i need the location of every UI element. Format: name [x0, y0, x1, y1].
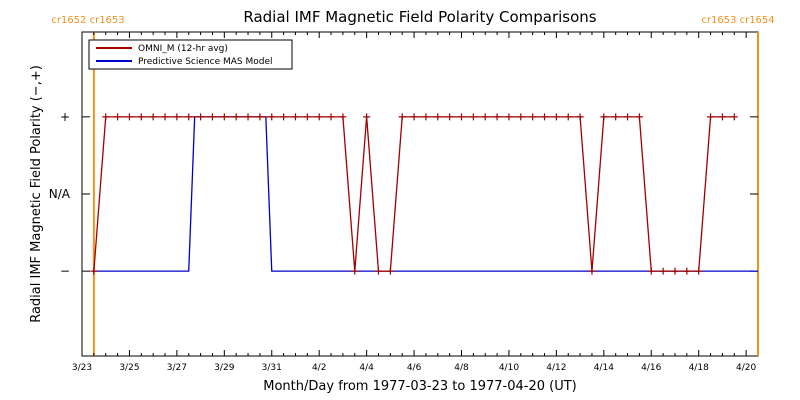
- omni-data-point: [90, 267, 98, 275]
- mas-model-series-line: [93, 116, 758, 272]
- omni-data-point: [683, 267, 691, 275]
- omni-data-point: [588, 267, 596, 275]
- omni-data-point: [469, 113, 477, 121]
- omni-data-point: [327, 113, 335, 121]
- omni-data-point: [695, 267, 703, 275]
- plot-frame: [81, 31, 759, 357]
- y-tick-label: +: [60, 110, 70, 124]
- x-tick-label: 3/25: [119, 363, 139, 373]
- omni-data-point: [707, 113, 715, 121]
- omni-data-point: [125, 113, 133, 121]
- omni-data-point: [434, 113, 442, 121]
- omni-data-point: [458, 113, 466, 121]
- omni-data-point: [220, 113, 228, 121]
- omni-data-point: [315, 113, 323, 121]
- omni-data-point: [576, 113, 584, 121]
- omni-data-point: [244, 113, 252, 121]
- omni-data-point: [624, 113, 632, 121]
- omni-data-point: [730, 113, 738, 121]
- legend-label-mas: Predictive Science MAS Model: [138, 57, 273, 67]
- x-tick-label: 3/27: [167, 363, 187, 373]
- x-tick-label: 4/8: [454, 363, 469, 373]
- omni-data-point: [612, 113, 620, 121]
- omni-data-point: [208, 113, 216, 121]
- x-tick-label: 4/10: [499, 363, 519, 373]
- omni-data-point: [541, 113, 549, 121]
- omni-data-point: [232, 113, 240, 121]
- omni-data-point: [529, 113, 537, 121]
- omni-data-point: [671, 267, 679, 275]
- x-tick-label: 4/4: [359, 363, 374, 373]
- y-tick-label: N/A: [49, 187, 71, 201]
- omni-data-point: [635, 113, 643, 121]
- x-tick-label: 4/14: [594, 363, 614, 373]
- chart-title: Radial IMF Magnetic Field Polarity Compa…: [243, 8, 596, 26]
- legend-box: [88, 39, 293, 70]
- omni-data-point: [481, 113, 489, 121]
- x-tick-label: 3/31: [262, 363, 282, 373]
- omni-data-point: [280, 113, 288, 121]
- omni-data-point: [493, 113, 501, 121]
- omni-data-point: [659, 267, 667, 275]
- omni-data-point: [137, 113, 145, 121]
- omni-data-point: [363, 113, 371, 121]
- omni-data-point: [173, 113, 181, 121]
- omni-data-point: [149, 113, 157, 121]
- omni-data-point: [351, 267, 359, 275]
- legend-label-omni: OMNI_M (12-hr avg): [138, 44, 228, 54]
- y-axis-label: Radial IMF Magnetic Field Polarity (−,+): [29, 65, 44, 323]
- omni-data-point: [446, 113, 454, 121]
- omni-data-point: [339, 113, 347, 121]
- omni-data-point: [718, 113, 726, 121]
- x-tick-label: 4/20: [736, 363, 756, 373]
- omni-data-point: [197, 113, 205, 121]
- x-tick-label: 3/29: [214, 363, 234, 373]
- omni-data-point: [552, 113, 560, 121]
- omni-data-point: [268, 113, 276, 121]
- legend: OMNI_M (12-hr avg) Predictive Science MA…: [88, 39, 293, 70]
- y-tick-label: −: [60, 264, 70, 278]
- omni-data-point: [185, 113, 193, 121]
- omni-data-point: [517, 113, 525, 121]
- omni-data-point: [256, 113, 264, 121]
- omni-data-point: [398, 113, 406, 121]
- omni-data-point: [114, 113, 122, 121]
- omni-data-point: [291, 113, 299, 121]
- omni-data-point: [600, 113, 608, 121]
- omni-data-point: [422, 113, 430, 121]
- x-tick-label: 3/23: [72, 363, 92, 373]
- x-tick-label: 4/16: [641, 363, 661, 373]
- x-tick-label: 4/2: [312, 363, 326, 373]
- omni-data-point: [647, 267, 655, 275]
- x-tick-label: 4/18: [689, 363, 709, 373]
- omni-data-point: [374, 267, 382, 275]
- x-tick-label: 4/12: [546, 363, 566, 373]
- omni-data-point: [303, 113, 311, 121]
- x-axis-label: Month/Day from 1977-03-23 to 1977-04-20 …: [263, 379, 576, 394]
- omni-data-point: [161, 113, 169, 121]
- cr-label-left: cr1652 cr1653: [51, 15, 124, 26]
- omni-data-point: [386, 267, 394, 275]
- x-tick-label: 4/6: [407, 363, 422, 373]
- omni-data-point: [410, 113, 418, 121]
- omni-data-point: [505, 113, 513, 121]
- omni-data-point: [564, 113, 572, 121]
- cr-label-right: cr1653 cr1654: [701, 15, 774, 26]
- omni-data-point: [102, 113, 110, 121]
